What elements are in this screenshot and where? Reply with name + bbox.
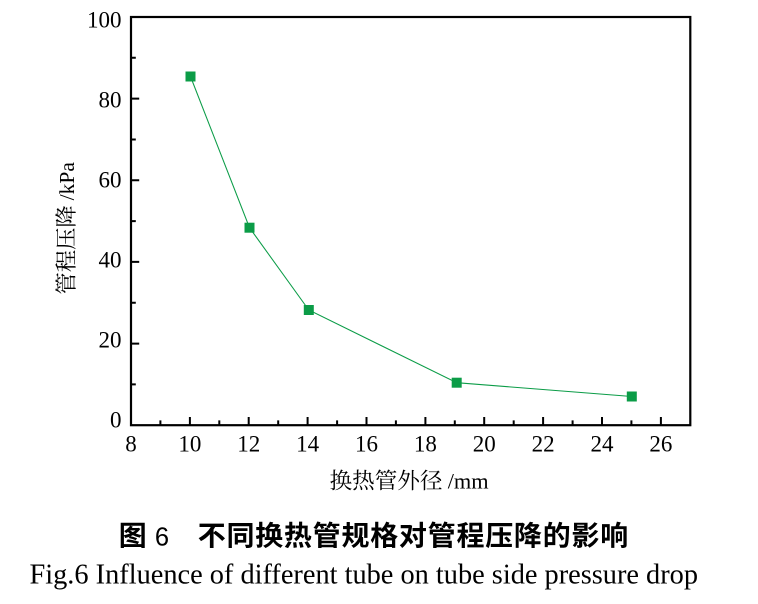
svg-text:6: 6 [155,524,169,552]
svg-text:14: 14 [296,432,320,457]
svg-text:26: 26 [649,432,672,457]
svg-text:100: 100 [87,8,122,33]
svg-text:Fig.6 Influence of different t: Fig.6 Influence of different tube on tub… [30,560,699,591]
svg-text:18: 18 [414,432,437,457]
svg-text:80: 80 [99,88,122,113]
svg-text:16: 16 [355,432,378,457]
svg-text:60: 60 [99,167,122,192]
svg-text:24: 24 [591,432,615,457]
svg-text:20: 20 [473,432,496,457]
svg-text:10: 10 [178,432,201,457]
svg-text:22: 22 [532,432,555,457]
svg-text:/kPa: /kPa [55,162,79,201]
svg-text:/mm: /mm [448,469,489,494]
svg-text:20: 20 [99,327,122,352]
svg-text:40: 40 [99,247,122,272]
svg-text:0: 0 [110,407,122,432]
svg-text:8: 8 [125,432,137,457]
svg-text:12: 12 [237,432,260,457]
